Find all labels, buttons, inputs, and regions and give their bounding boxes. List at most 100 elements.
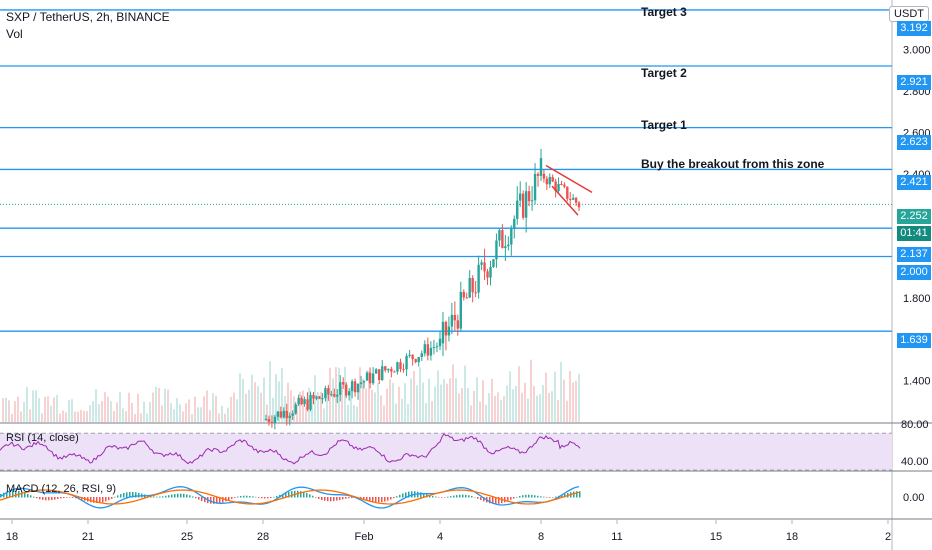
macd-histogram-bar [528,494,530,498]
candle-body [533,173,537,201]
macd-histogram-bar [252,496,254,498]
volume-bar [134,413,136,422]
volume-bar [320,391,322,422]
volume-bar [248,389,250,422]
x-tick-label: 21 [82,531,94,543]
symbol-title: SXP / TetherUS, 2h, BINANCE [6,10,170,24]
candle-body [548,177,551,185]
volume-bar [35,390,37,422]
candle-body [435,346,439,348]
macd-histogram-bar [198,497,200,500]
volume-bar [260,392,262,422]
macd-histogram-bar [291,491,293,498]
macd-histogram-bar [222,497,224,503]
macd-histogram-bar [369,497,371,501]
volume-bar [383,405,385,422]
macd-histogram-bar [102,497,104,503]
macd-histogram-bar [507,497,509,502]
candle-body [368,372,372,384]
macd-histogram-bar [492,497,494,504]
volume-bar [473,391,475,422]
volume-bar [77,411,79,422]
volume-bar [308,387,310,422]
x-tick-label: Feb [355,531,374,543]
volume-bar [185,403,187,422]
volume-bar [5,397,7,422]
candle-body [359,382,363,384]
candle-body [527,191,531,202]
volume-bar [371,389,373,422]
macd-histogram-bar [114,496,116,498]
volume-bar [17,396,19,422]
macd-histogram-bar [543,496,545,498]
macd-histogram-bar [504,497,506,503]
macd-histogram-bar [45,497,47,501]
candle-body [387,368,390,371]
currency-button[interactable]: USDT [889,6,929,22]
volume-bar [224,413,226,422]
macd-histogram-bar [549,497,551,498]
volume-bar [203,396,205,422]
candle-body [353,381,357,393]
volume-bar [305,407,307,422]
volume-bar [560,362,562,422]
volume-bar [263,377,265,422]
macd-histogram-bar [441,497,443,498]
countdown-tag: 01:41 [897,226,931,241]
volume-bar [317,391,319,422]
candle-body [393,371,396,373]
candle-body [288,415,291,419]
candle-body [477,264,480,293]
candle-body [483,262,486,272]
candle-body [577,202,581,208]
volume-bar [92,401,94,422]
volume-bar [479,401,481,422]
macd-histogram-bar [339,497,341,501]
macd-histogram-bar [411,491,413,498]
macd-histogram-bar [120,494,122,498]
macd-histogram-bar [324,497,326,501]
macd-histogram-bar [267,497,269,499]
price-tag-support3: 1.639 [897,333,931,348]
candles [264,148,581,430]
candle-body [405,355,408,370]
macd-histogram-bar [270,497,272,499]
candle-body [321,398,324,400]
candle-body [333,394,336,397]
macd-histogram-bar [402,493,404,498]
rsi-pane [0,432,892,471]
macd-histogram-bar [393,497,395,499]
macd-histogram-bar [360,497,362,499]
macd-histogram-bar [483,497,485,502]
macd-histogram-bar [183,493,185,498]
volume-bar [287,382,289,422]
volume-bar [284,396,286,422]
candle-body [429,347,433,356]
volume-bar [353,404,355,422]
volume-bar [395,403,397,422]
macd-histogram-bar [471,495,473,498]
macd-histogram-bar [117,495,119,498]
macd-histogram-bar [540,496,542,498]
candle-body [480,262,483,265]
candle-body [495,240,498,260]
volume-bar [578,373,580,422]
volume-bar [521,392,523,422]
macd-histogram-bar [108,497,110,501]
wedge-upper-line [545,164,593,194]
volume-bar [167,389,169,422]
volume-bar [455,378,457,422]
macd-histogram-bar [258,497,260,498]
macd-histogram-bar [519,495,521,498]
volume-bar [104,392,106,422]
volume-bar [533,386,535,422]
volume-bar [191,413,193,422]
macd-histogram-bar [342,497,344,500]
macd-histogram-bar [300,491,302,498]
volume-bar [62,410,64,422]
macd-histogram-bar [129,491,131,498]
macd-histogram-bar [90,497,92,503]
candle-body [566,186,569,199]
macd-histogram-bar [576,491,578,498]
